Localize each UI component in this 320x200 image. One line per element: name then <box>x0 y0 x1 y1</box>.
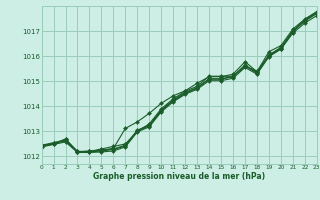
X-axis label: Graphe pression niveau de la mer (hPa): Graphe pression niveau de la mer (hPa) <box>93 172 265 181</box>
